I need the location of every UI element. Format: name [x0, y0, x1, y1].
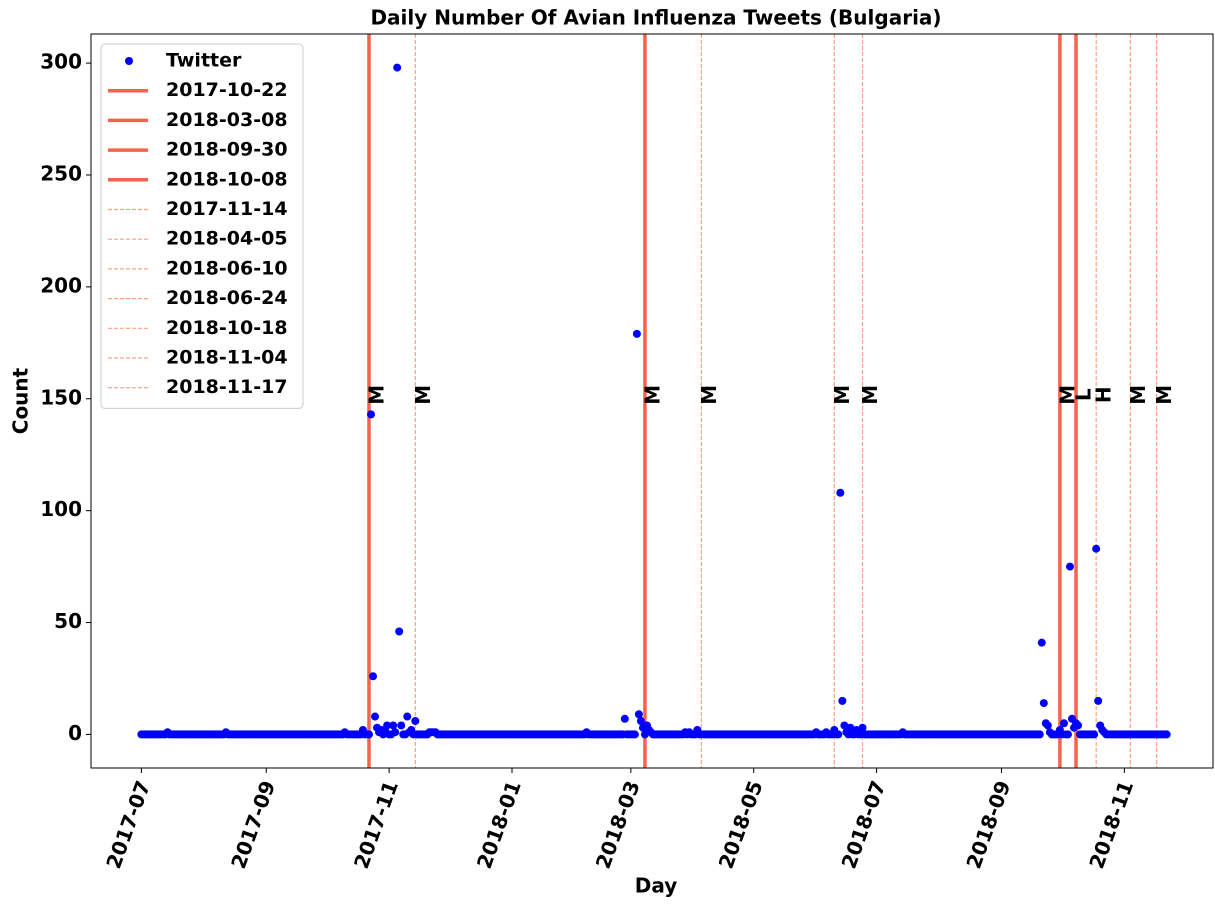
data-point: [636, 717, 645, 726]
plot-frame: [90, 33, 1214, 769]
y-tick-label: 200: [40, 273, 82, 297]
event-tag: M: [1055, 385, 1079, 405]
y-tick-label: 150: [40, 385, 82, 409]
data-point: [389, 721, 398, 730]
event-tag: M: [1126, 385, 1150, 405]
y-tick-label: 0: [68, 721, 82, 745]
data-point: [393, 63, 402, 72]
data-point: [364, 730, 373, 739]
data-point: [1039, 699, 1048, 708]
data-point: [1090, 730, 1099, 739]
event-tag: M: [1152, 385, 1176, 405]
legend-label: 2018-04-05: [166, 228, 288, 250]
data-point: [630, 730, 639, 739]
data-point: [395, 627, 404, 636]
legend-marker: [125, 57, 133, 65]
chart-title: Daily Number Of Avian Influenza Tweets (…: [370, 6, 941, 30]
x-tick-label: 2018-01: [472, 777, 526, 871]
data-point: [371, 712, 380, 721]
data-point: [1162, 730, 1171, 739]
data-point: [632, 329, 641, 338]
x-axis-label: Day: [635, 874, 678, 898]
data-point: [634, 710, 643, 719]
legend-label: 2018-10-08: [166, 168, 288, 190]
data-point: [1092, 544, 1101, 553]
data-point: [836, 488, 845, 497]
data-point: [858, 723, 867, 732]
legend: Twitter 2017-10-22 2018-03-08 2018-09-30 201…: [100, 43, 304, 409]
x-tick-label: 2017-07: [101, 777, 155, 871]
data-point: [834, 730, 843, 739]
event-tag: M: [858, 385, 882, 405]
event-tag: H: [1092, 386, 1116, 403]
legend-label: 2017-11-14: [166, 198, 288, 220]
event-tag: M: [364, 385, 388, 405]
event-tag: M: [830, 385, 854, 405]
data-point: [1063, 730, 1072, 739]
data-point: [1037, 638, 1046, 647]
data-point: [1074, 721, 1083, 730]
legend-label: 2018-09-30: [166, 139, 288, 161]
legend-label: 2018-11-04: [166, 347, 288, 369]
x-tick-label: 2018-05: [714, 777, 768, 871]
data-point: [383, 721, 392, 730]
data-point: [397, 721, 406, 730]
y-axis-label: Count: [9, 367, 33, 434]
event-tag: M: [697, 385, 721, 405]
data-point: [620, 714, 629, 723]
data-point: [366, 410, 375, 419]
x-tick-label: 2018-09: [961, 777, 1015, 871]
y-tick-label: 100: [40, 497, 82, 521]
data-point: [1094, 696, 1103, 705]
legend-label: 2018-11-17: [166, 376, 288, 398]
data-point: [1035, 730, 1044, 739]
legend-label: 2018-03-08: [166, 109, 288, 131]
legend-label: 2018-06-10: [166, 257, 288, 279]
x-tick-label: 2018-07: [837, 777, 891, 871]
legend-label: 2018-06-24: [166, 287, 288, 309]
data-point: [1043, 721, 1052, 730]
event-tag: M: [411, 385, 435, 405]
data-point: [838, 696, 847, 705]
x-tick-label: 2017-11: [349, 777, 403, 871]
data-point: [369, 672, 378, 681]
y-tick-label: 50: [54, 609, 82, 633]
x-tick-label: 2017-09: [226, 777, 280, 871]
legend-label: 2017-10-22: [166, 79, 288, 101]
data-point: [1065, 562, 1074, 571]
y-tick-label: 300: [40, 50, 82, 74]
data-point: [391, 728, 400, 737]
data-point: [846, 723, 855, 732]
x-tick-label: 2018-03: [591, 777, 645, 871]
y-tick-label: 250: [40, 161, 82, 185]
data-point: [411, 717, 420, 726]
data-point: [1059, 719, 1068, 728]
legend-label: 2018-10-18: [166, 317, 288, 339]
event-tag: M: [640, 385, 664, 405]
data-point: [840, 721, 849, 730]
legend-box: [100, 43, 304, 409]
event-tag: L: [1072, 388, 1096, 401]
x-tick-label: 2018-11: [1084, 777, 1138, 871]
data-point: [403, 712, 412, 721]
legend-label: Twitter: [166, 50, 242, 72]
